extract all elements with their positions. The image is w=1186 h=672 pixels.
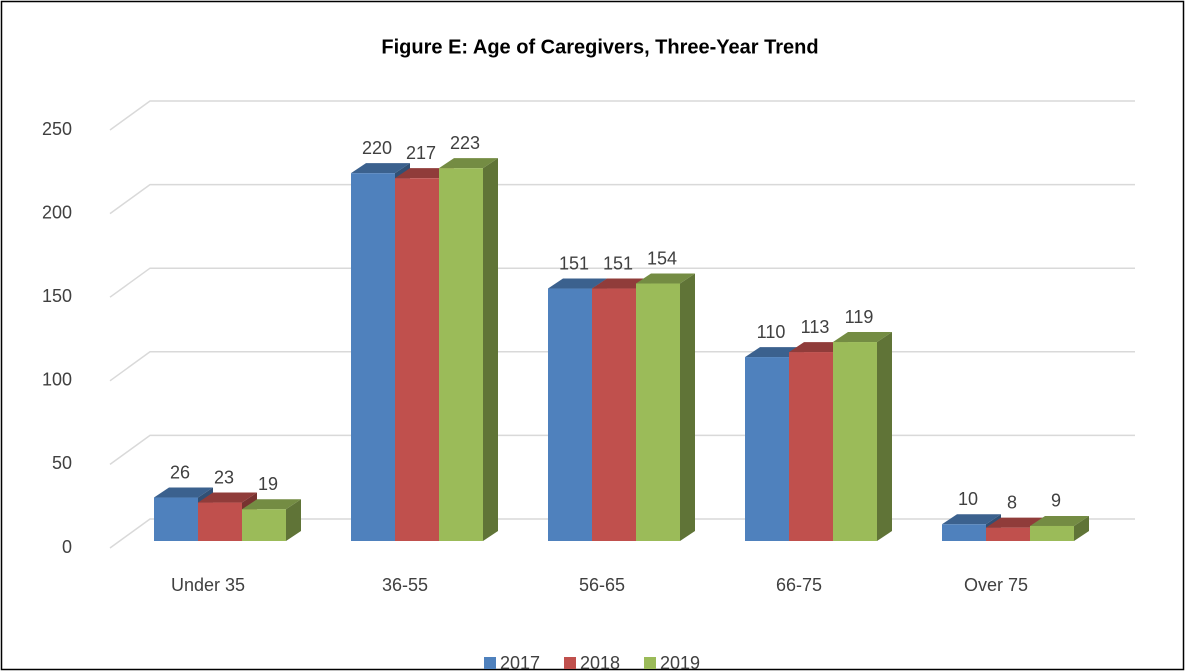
bar xyxy=(439,168,483,542)
x-tick-label: Over 75 xyxy=(964,575,1028,595)
y-tick-label: 250 xyxy=(42,119,72,139)
bar-side xyxy=(286,499,301,541)
bar-top xyxy=(636,273,695,284)
bar-side xyxy=(680,273,695,541)
bar-top xyxy=(242,499,301,510)
y-tick-label: 0 xyxy=(62,537,72,557)
x-tick-label: 36-55 xyxy=(382,575,428,595)
y-tick-label: 100 xyxy=(42,370,72,390)
grid-line xyxy=(109,100,1135,131)
data-label: 220 xyxy=(362,138,392,158)
legend-label: 2017 xyxy=(500,653,540,672)
bar xyxy=(1030,525,1074,541)
data-label: 119 xyxy=(845,307,874,327)
bar-top xyxy=(351,163,410,174)
data-label: 26 xyxy=(170,462,190,482)
data-label: 23 xyxy=(214,467,234,487)
bar xyxy=(548,288,592,541)
data-label: 10 xyxy=(958,489,978,509)
bar xyxy=(942,524,986,541)
bar xyxy=(745,357,789,541)
bar xyxy=(789,352,833,541)
data-label: 151 xyxy=(559,253,589,273)
data-label: 151 xyxy=(603,253,633,273)
bar-group xyxy=(833,332,892,541)
bar-group xyxy=(439,158,498,542)
bar xyxy=(636,283,680,541)
legend-swatch xyxy=(484,657,496,669)
grid-line xyxy=(109,183,1135,215)
legend-label: 2019 xyxy=(660,653,700,672)
grid-line xyxy=(109,267,1135,298)
bar-top xyxy=(154,487,213,498)
bar xyxy=(833,342,877,541)
bar-side xyxy=(483,158,498,542)
bar-top xyxy=(1030,515,1089,526)
bar xyxy=(592,288,636,541)
x-tick-label: 66-75 xyxy=(776,575,822,595)
data-label: 217 xyxy=(406,143,436,163)
data-label: 113 xyxy=(801,317,830,337)
data-label: 154 xyxy=(647,248,677,268)
legend-swatch xyxy=(644,657,656,669)
bar xyxy=(154,497,198,541)
bar-top xyxy=(942,514,1001,525)
bar-top xyxy=(833,332,892,343)
bar-top xyxy=(986,517,1045,528)
data-label: 9 xyxy=(1051,491,1061,511)
bar-group xyxy=(1030,515,1089,541)
x-tick-label: 56-65 xyxy=(579,575,625,595)
data-label: 8 xyxy=(1007,492,1017,512)
bar-side xyxy=(877,332,892,541)
bar xyxy=(395,178,439,541)
bar-top xyxy=(198,492,257,503)
bar xyxy=(242,509,286,541)
legend-swatch xyxy=(564,657,576,669)
y-tick-label: 50 xyxy=(52,453,72,473)
chart-title: Figure E: Age of Caregivers, Three-Year … xyxy=(381,36,818,58)
data-label: 223 xyxy=(450,133,480,153)
data-label: 19 xyxy=(258,474,278,494)
data-label: 110 xyxy=(757,322,786,342)
x-tick-label: Under 35 xyxy=(171,575,245,595)
legend-label: 2018 xyxy=(580,653,620,672)
bar xyxy=(198,502,242,541)
y-tick-label: 150 xyxy=(42,286,72,306)
bar-group xyxy=(242,499,301,541)
bar-side xyxy=(1074,515,1089,541)
bar xyxy=(351,173,395,541)
bar-top xyxy=(439,158,498,169)
bar-group xyxy=(636,273,695,541)
y-tick-label: 200 xyxy=(42,202,72,222)
bar-top xyxy=(548,278,607,289)
bar xyxy=(986,527,1030,541)
